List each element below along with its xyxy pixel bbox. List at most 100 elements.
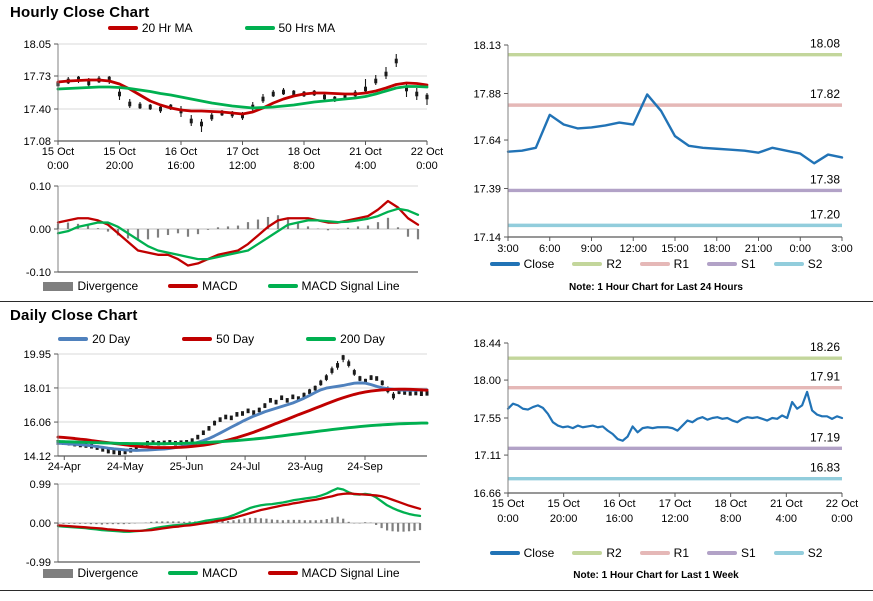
svg-text:0:00: 0:00	[416, 160, 437, 172]
svg-text:4:00: 4:00	[776, 513, 797, 525]
legend-label: R2	[606, 257, 622, 271]
svg-text:0.00: 0.00	[30, 224, 51, 236]
hourly-macd-chart: 0.10 0.00 -0.10	[26, 181, 420, 279]
svg-text:0:00: 0:00	[47, 160, 68, 172]
20day-ma-swatch-icon	[58, 337, 89, 341]
bottom-divider	[0, 590, 873, 591]
svg-text:24-Jul: 24-Jul	[230, 461, 260, 473]
svg-text:9:00: 9:00	[581, 243, 602, 255]
svg-text:25-Jun: 25-Jun	[170, 461, 204, 473]
svg-text:18.26: 18.26	[810, 340, 840, 354]
200day-ma-swatch-icon	[306, 337, 337, 341]
svg-text:-0.10: -0.10	[26, 267, 51, 279]
s1-swatch-icon	[707, 551, 737, 555]
svg-text:0.99: 0.99	[30, 479, 51, 491]
svg-text:18.08: 18.08	[810, 37, 840, 51]
svg-text:17.39: 17.39	[473, 184, 501, 196]
legend-item-close: Close	[489, 546, 555, 560]
svg-text:16 Oct: 16 Oct	[603, 498, 635, 510]
svg-text:20:00: 20:00	[106, 160, 134, 172]
divergence-swatch-icon	[43, 568, 74, 578]
svg-text:22 Oct: 22 Oct	[411, 146, 443, 158]
svg-text:17.11: 17.11	[474, 450, 501, 462]
legend-label: 20 Hr MA	[141, 21, 193, 35]
svg-text:3:00: 3:00	[831, 243, 852, 255]
svg-text:18.05: 18.05	[23, 39, 51, 51]
legend-label: R2	[606, 546, 622, 560]
daily-sr-legend: Close R2 R1 S1 S2	[442, 546, 870, 560]
legend-label: MACD	[202, 279, 238, 293]
macd-signal-swatch-icon	[267, 284, 298, 288]
svg-text:17.88: 17.88	[473, 88, 501, 100]
legend-label: S1	[741, 546, 756, 560]
legend-item-200day-ma: 200 Day	[306, 332, 385, 346]
50hr-ma-swatch-icon	[244, 26, 275, 30]
20hr-ma-swatch-icon	[107, 26, 138, 30]
hourly-support-resistance-chart: 18.08 17.82 17.38 17.20 18.13 17.88 17.64 17.39…	[473, 37, 852, 255]
r2-swatch-icon	[572, 262, 603, 266]
legend-label: R1	[673, 257, 689, 271]
daily-macd-legend: Divergence MACD MACD Signal Line	[8, 566, 435, 580]
svg-text:0.00: 0.00	[30, 518, 51, 530]
legend-label: MACD Signal Line	[301, 566, 400, 580]
daily-macd-chart: 0.99 0.00 -0.99	[26, 479, 422, 569]
legend-label: 50 Day	[216, 332, 255, 346]
svg-text:15 Oct: 15 Oct	[103, 146, 135, 158]
legend-item-divergence: Divergence	[43, 566, 138, 580]
svg-text:17.19: 17.19	[810, 430, 840, 444]
svg-text:17.91: 17.91	[810, 370, 840, 384]
50day-ma-swatch-icon	[182, 337, 213, 341]
svg-text:12:00: 12:00	[619, 243, 647, 255]
svg-text:16.66: 16.66	[473, 488, 501, 500]
legend-label: 50 Hrs MA	[278, 21, 336, 35]
hourly-chart-note: Note: 1 Hour Chart for Last 24 Hours	[569, 282, 743, 293]
legend-label: MACD Signal Line	[301, 279, 400, 293]
svg-text:21:00: 21:00	[745, 243, 773, 255]
daily-section-title: Daily Close Chart	[10, 307, 138, 324]
s2-swatch-icon	[773, 551, 804, 555]
legend-item-macd-signal: MACD Signal Line	[267, 566, 400, 580]
svg-text:0:00: 0:00	[790, 243, 811, 255]
legend-label: 200 Day	[340, 332, 385, 346]
legend-label: Close	[523, 546, 555, 560]
svg-text:15 Oct: 15 Oct	[42, 146, 74, 158]
svg-text:18.01: 18.01	[23, 383, 51, 395]
svg-text:8:00: 8:00	[720, 513, 741, 525]
svg-text:18 Oct: 18 Oct	[714, 498, 746, 510]
legend-item-50day-ma: 50 Day	[182, 332, 254, 346]
svg-text:17.14: 17.14	[473, 232, 501, 244]
svg-text:17.40: 17.40	[23, 104, 51, 116]
svg-text:22 Oct: 22 Oct	[826, 498, 858, 510]
svg-text:17.20: 17.20	[810, 207, 840, 221]
legend-item-macd: MACD	[168, 279, 238, 293]
svg-text:0:00: 0:00	[497, 513, 518, 525]
legend-label: S2	[807, 257, 823, 271]
divergence-swatch-icon	[43, 281, 74, 291]
legend-item-divergence: Divergence	[43, 279, 138, 293]
legend-label: S1	[741, 257, 756, 271]
macd-swatch-icon	[168, 284, 199, 288]
svg-text:19.95: 19.95	[23, 349, 51, 361]
svg-text:12:00: 12:00	[229, 160, 257, 172]
svg-text:16:00: 16:00	[606, 513, 634, 525]
daily-support-resistance-chart: 18.26 17.91 17.19 16.83 18.44 18.00 17.55 17.11…	[473, 338, 858, 525]
svg-text:16.83: 16.83	[810, 461, 840, 475]
svg-text:21 Oct: 21 Oct	[349, 146, 381, 158]
svg-text:15:00: 15:00	[661, 243, 689, 255]
close-swatch-icon	[489, 551, 520, 555]
svg-text:8:00: 8:00	[293, 160, 314, 172]
hourly-sr-legend: Close R2 R1 S1 S2	[442, 257, 870, 271]
svg-text:17 Oct: 17 Oct	[659, 498, 691, 510]
legend-item-r2: R2	[572, 257, 622, 271]
legend-label: 20 Day	[92, 332, 131, 346]
svg-text:24-May: 24-May	[107, 461, 144, 473]
svg-text:0.10: 0.10	[30, 181, 51, 193]
svg-text:15 Oct: 15 Oct	[492, 498, 524, 510]
legend-item-macd: MACD	[168, 566, 238, 580]
legend-item-s1: S1	[707, 546, 756, 560]
r1-swatch-icon	[639, 262, 670, 266]
svg-text:3:00: 3:00	[497, 243, 518, 255]
svg-text:16:00: 16:00	[167, 160, 195, 172]
